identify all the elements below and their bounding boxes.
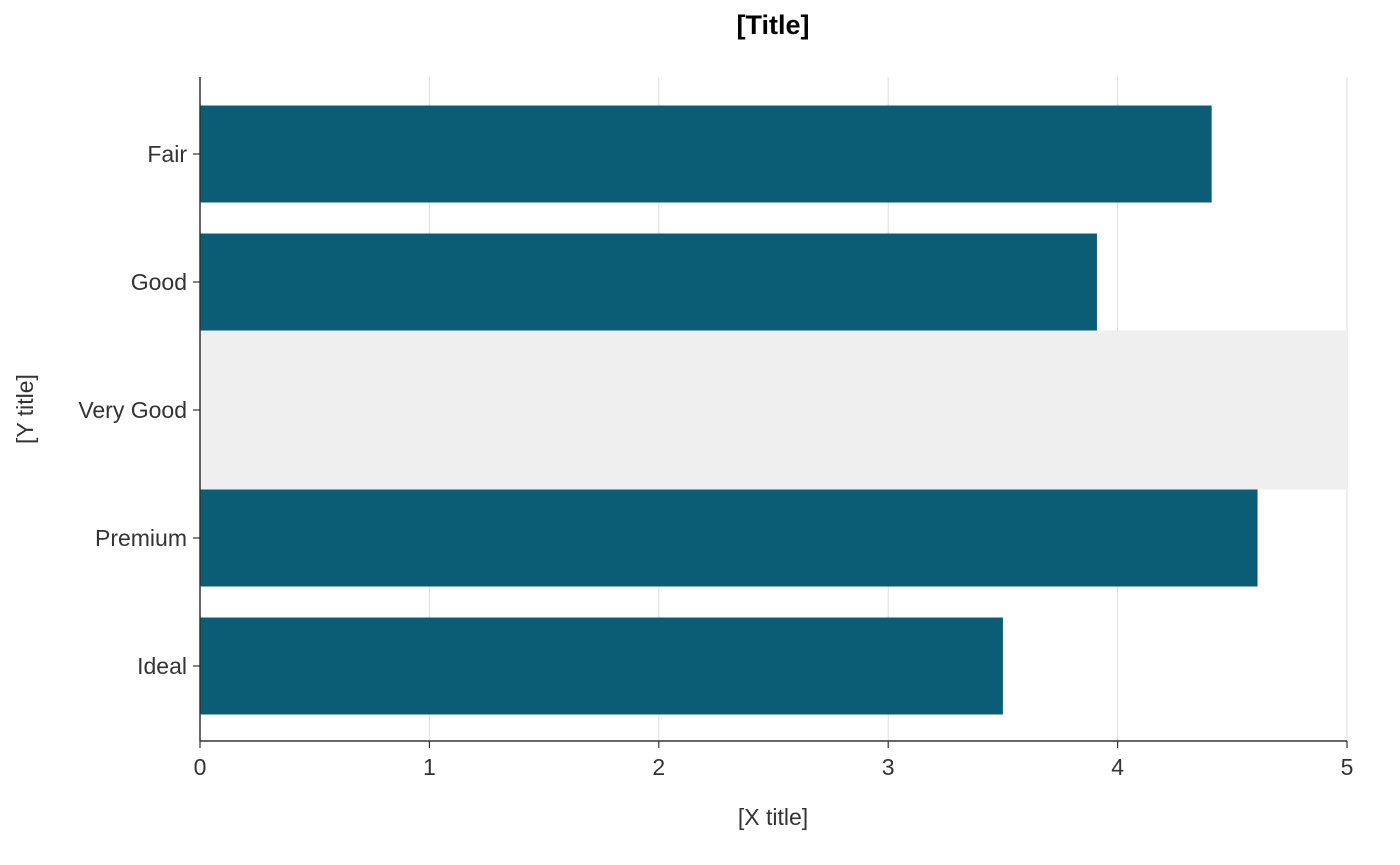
- axes: [199, 77, 1347, 742]
- ticks: Fair Good Very Good Premium Ideal 0 1 2 3 4 5: [78, 141, 1353, 780]
- bar: [200, 489, 1258, 587]
- bar: [200, 617, 1003, 715]
- y-tick-label: Good: [131, 269, 187, 295]
- y-tick-label: Very Good: [78, 397, 187, 423]
- bar-highlight: [200, 330, 1347, 490]
- y-tick-label: Premium: [95, 525, 187, 551]
- x-tick-label: 2: [652, 754, 665, 780]
- y-axis-title: [Y title]: [12, 374, 38, 444]
- bar: [200, 233, 1097, 331]
- x-tick-label: 1: [423, 754, 436, 780]
- chart-title: [Title]: [737, 10, 810, 40]
- bars: [200, 105, 1347, 715]
- y-tick-label: Fair: [147, 141, 187, 167]
- y-tick-label: Ideal: [137, 653, 187, 679]
- x-axis-title: [X title]: [738, 804, 808, 830]
- x-tick-label: 5: [1341, 754, 1354, 780]
- x-tick-label: 4: [1111, 754, 1124, 780]
- bar: [200, 105, 1212, 203]
- x-tick-label: 3: [882, 754, 895, 780]
- x-tick-label: 0: [194, 754, 207, 780]
